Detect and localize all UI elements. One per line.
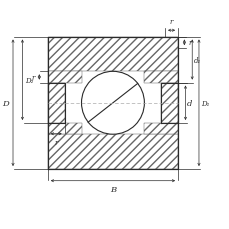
Polygon shape [48,135,177,169]
Text: D₁: D₁ [200,99,208,107]
Circle shape [81,72,144,135]
Polygon shape [48,123,81,135]
Text: d: d [186,99,192,107]
Polygon shape [48,37,177,72]
Polygon shape [144,123,177,135]
Polygon shape [161,83,177,123]
Polygon shape [48,83,64,123]
Text: d₁: d₁ [193,56,200,64]
Text: D: D [2,99,8,107]
Polygon shape [144,72,177,83]
Text: B: B [109,185,115,193]
Polygon shape [48,72,81,83]
Text: r: r [54,138,58,146]
Text: r: r [188,39,191,47]
Text: r: r [32,74,35,82]
Text: r: r [169,18,172,26]
Text: D₂: D₂ [25,76,33,84]
